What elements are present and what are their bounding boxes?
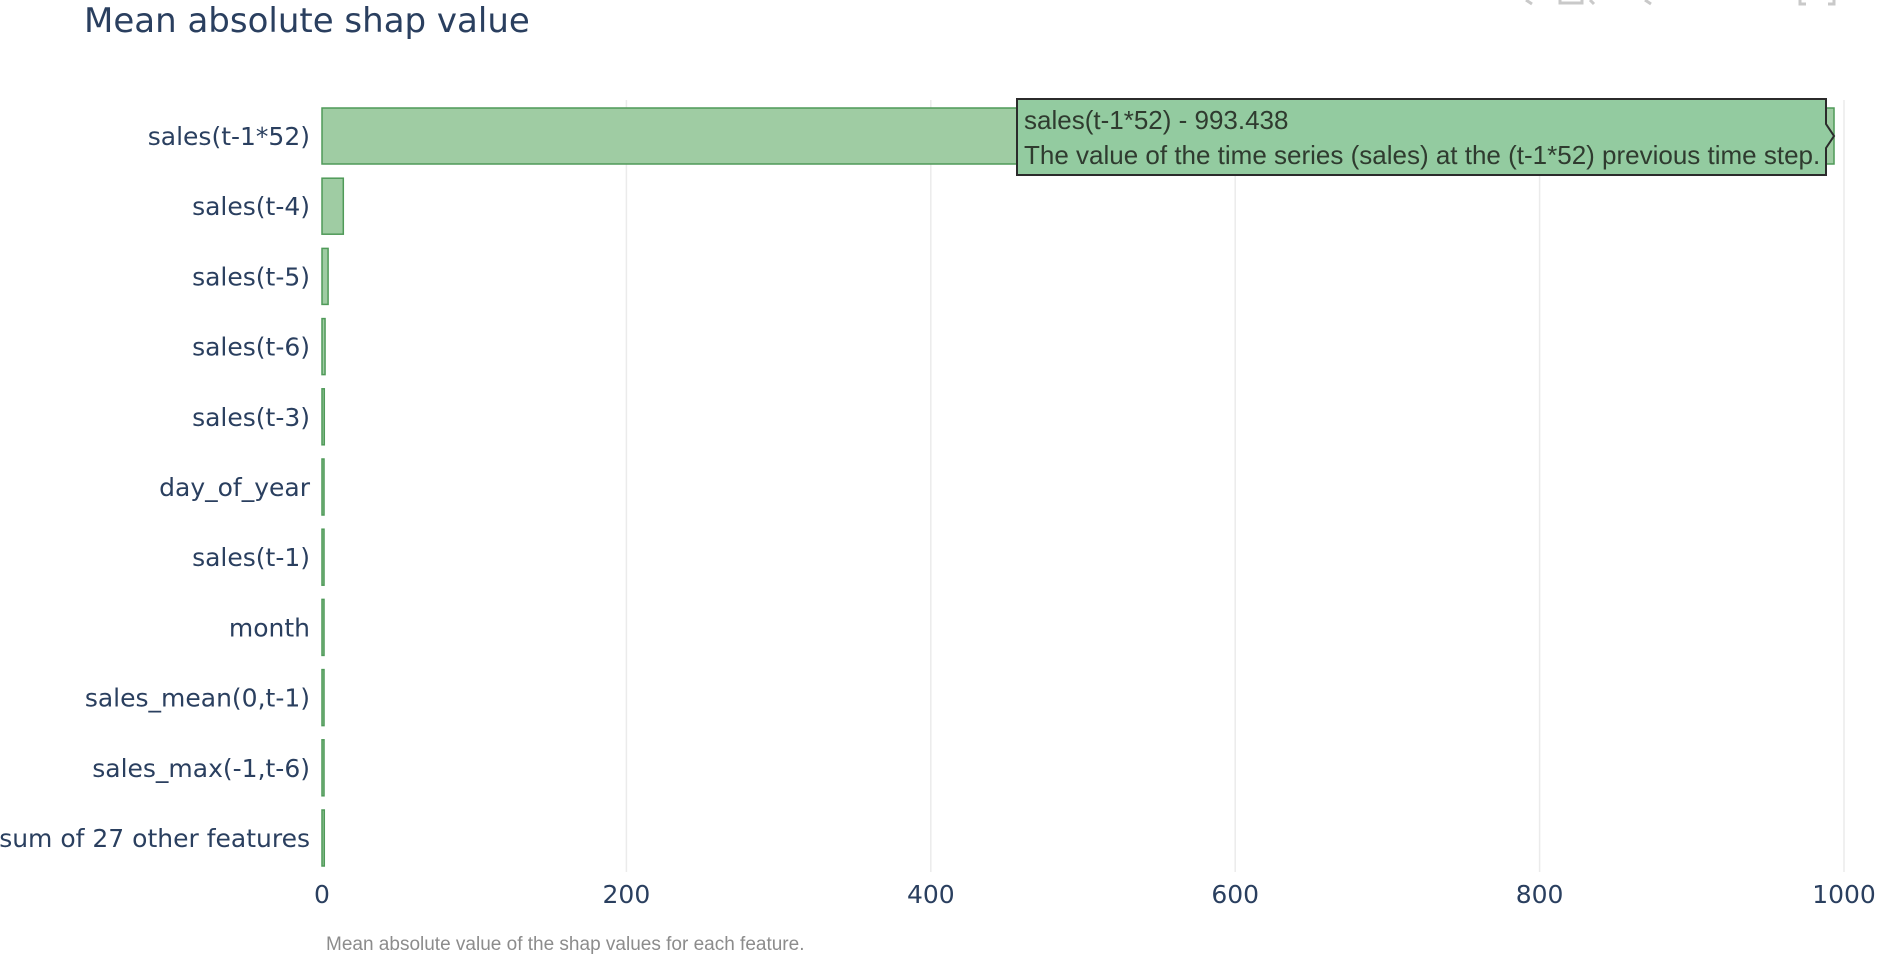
toolbar-icon[interactable] <box>1525 0 1652 6</box>
tooltip-box <box>1016 98 1836 176</box>
x-tick-label: 800 <box>1516 880 1564 909</box>
bar[interactable] <box>321 388 326 446</box>
x-axis-labels: 0 200 400 600 800 1000 <box>314 880 1876 909</box>
bar[interactable] <box>321 317 326 376</box>
tooltip-line-2: The value of the time series (sales) at … <box>1024 140 1820 170</box>
bar[interactable] <box>321 177 345 235</box>
y-tick-label: sum of 27 other features <box>0 824 310 853</box>
y-tick-label: day_of_year <box>159 473 311 502</box>
x-tick-label: 200 <box>603 880 651 909</box>
x-tick-label: 400 <box>907 880 955 909</box>
tooltip-line-1: sales(t-1*52) - 993.438 <box>1024 105 1288 135</box>
y-tick-label: sales(t-1) <box>192 543 310 572</box>
y-axis-labels: sales(t-1*52) sales(t-4) sales(t-5) sales(t… <box>0 122 311 853</box>
y-tick-label: sales_mean(0,t-1) <box>85 684 310 713</box>
bar[interactable] <box>321 458 325 516</box>
bar[interactable] <box>321 668 325 727</box>
y-tick-label: sales_max(-1,t-6) <box>92 754 310 783</box>
y-tick-label: month <box>229 613 310 642</box>
y-tick-label: sales(t-4) <box>192 192 310 221</box>
chart-title: Mean absolute shap value <box>84 1 530 41</box>
bar[interactable] <box>321 528 325 586</box>
y-tick-label: sales(t-1*52) <box>148 122 310 151</box>
x-tick-label: 1000 <box>1812 880 1876 909</box>
bars <box>321 107 1835 867</box>
x-tick-label: 0 <box>314 880 330 909</box>
chart-caption: Mean absolute value of the shap values f… <box>326 934 804 955</box>
y-tick-label: sales(t-5) <box>192 262 310 291</box>
hover-tooltip: sales(t-1*52) - 993.438 The value of the… <box>1016 98 1836 176</box>
bar[interactable] <box>321 598 325 657</box>
modebar[interactable] <box>1525 0 1836 6</box>
x-tick-label: 600 <box>1211 880 1259 909</box>
bar[interactable] <box>321 247 329 306</box>
y-tick-label: sales(t-6) <box>192 333 310 362</box>
bar[interactable] <box>321 809 326 867</box>
y-tick-label: sales(t-3) <box>192 403 310 432</box>
gridlines <box>625 100 1845 872</box>
zoom-reset-icon[interactable] <box>1798 0 1836 6</box>
bar[interactable] <box>321 739 325 797</box>
